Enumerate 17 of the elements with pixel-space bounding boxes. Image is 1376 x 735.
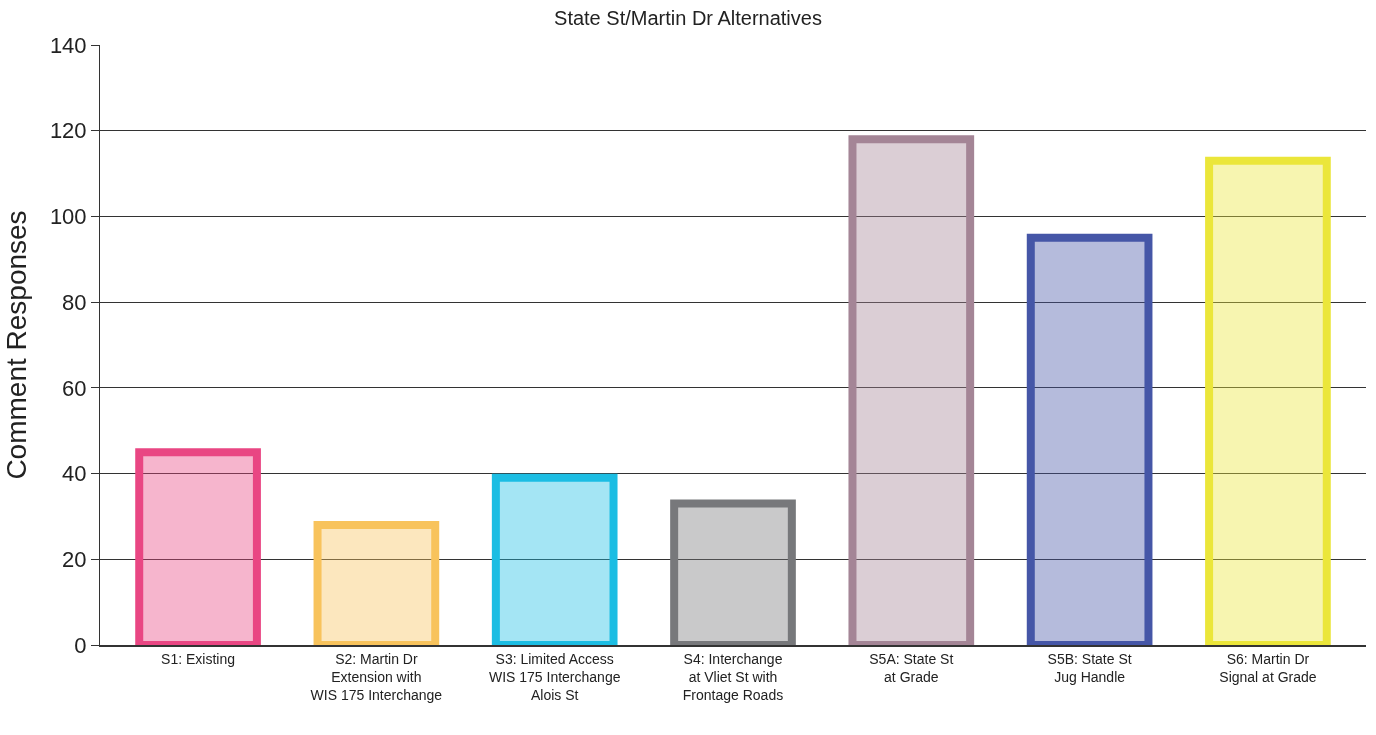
y-tick-label: 0 xyxy=(74,632,87,658)
y-tick-label: 140 xyxy=(49,32,87,58)
y-tick-label: 120 xyxy=(49,118,87,144)
y-tick-label: 80 xyxy=(62,289,87,315)
y-tick-label: 20 xyxy=(62,546,87,572)
x-tick-label: S6: Martin Dr Signal at Grade xyxy=(1219,650,1317,685)
y-tick-label: 40 xyxy=(62,461,87,487)
x-tick-label: S1: Existing xyxy=(161,650,236,667)
y-tick-label: 60 xyxy=(62,375,87,401)
y-axis-title: Comment Responses xyxy=(0,210,32,480)
x-tick-label: S4: Interchange at Vliet St with Frontage Roads xyxy=(682,650,784,703)
y-tick-label: 100 xyxy=(49,204,87,230)
x-tick-label: S5A: State St at Grade xyxy=(869,650,954,685)
x-tick-label: S5B: State St Jug Handle xyxy=(1047,650,1132,685)
chart-title: State St/Martin Dr Alternatives xyxy=(554,7,822,30)
x-tick-label: S2: Martin Dr Extension with WIS 175 Interchange xyxy=(310,650,443,703)
x-tick-label: S3: Limited Access WIS 175 Interchange Alois St xyxy=(488,650,621,703)
